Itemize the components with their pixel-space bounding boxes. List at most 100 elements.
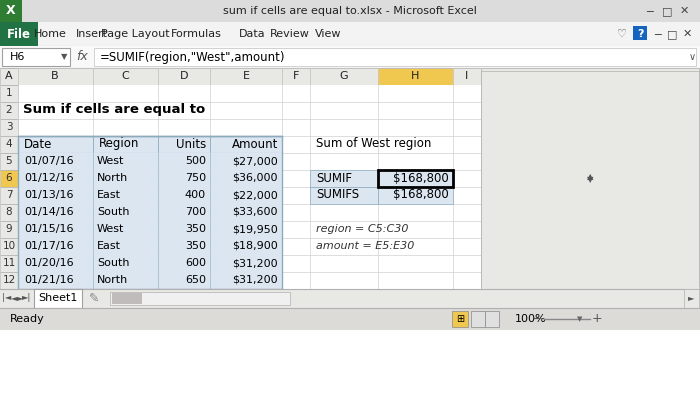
- Text: 400: 400: [185, 190, 206, 200]
- Text: =SUMIF(region,"West",amount): =SUMIF(region,"West",amount): [100, 50, 286, 64]
- Bar: [378, 170, 453, 187]
- Text: $36,000: $36,000: [232, 173, 278, 183]
- Bar: [0, 204, 18, 221]
- Text: 01/07/16: 01/07/16: [24, 156, 74, 166]
- Text: $22,000: $22,000: [232, 190, 278, 200]
- Bar: [453, 68, 481, 85]
- Text: Sum if cells are equal to: Sum if cells are equal to: [23, 104, 205, 116]
- Text: $168,800: $168,800: [393, 188, 449, 202]
- Bar: [112, 293, 142, 304]
- Text: SUMIFS: SUMIFS: [316, 188, 359, 202]
- Text: 350: 350: [185, 241, 206, 251]
- Text: Sheet1: Sheet1: [38, 293, 78, 303]
- Bar: [18, 136, 282, 289]
- Bar: [485, 311, 499, 327]
- Text: Date: Date: [24, 138, 52, 150]
- Text: D: D: [180, 71, 188, 81]
- Text: 600: 600: [185, 258, 206, 268]
- Bar: [310, 187, 378, 204]
- Text: North: North: [97, 275, 128, 285]
- Text: North: North: [97, 173, 128, 183]
- Text: G: G: [340, 71, 349, 81]
- Text: 11: 11: [2, 258, 15, 268]
- Text: Insert: Insert: [76, 29, 108, 39]
- Bar: [18, 85, 481, 289]
- Text: Region: Region: [99, 138, 139, 150]
- Text: I: I: [466, 71, 468, 81]
- Text: fx: fx: [76, 50, 88, 64]
- Text: $31,200: $31,200: [232, 275, 278, 285]
- Bar: [18, 204, 282, 221]
- Bar: [158, 68, 210, 85]
- Text: 01/13/16: 01/13/16: [24, 190, 74, 200]
- Bar: [0, 46, 700, 68]
- Bar: [0, 0, 700, 22]
- Text: West: West: [97, 156, 125, 166]
- Text: B: B: [51, 71, 59, 81]
- Text: □: □: [666, 29, 678, 39]
- Text: 01/14/16: 01/14/16: [24, 207, 74, 217]
- Text: Ready: Ready: [10, 314, 45, 324]
- Text: E: E: [242, 71, 249, 81]
- Text: $31,200: $31,200: [232, 258, 278, 268]
- Bar: [378, 68, 453, 85]
- Text: ✕: ✕: [682, 29, 692, 39]
- Text: Home: Home: [34, 29, 66, 39]
- Text: ▼: ▼: [61, 52, 67, 62]
- Bar: [18, 221, 282, 238]
- Bar: [378, 170, 453, 187]
- Bar: [34, 289, 82, 308]
- Bar: [0, 68, 18, 85]
- Bar: [18, 255, 282, 272]
- Text: South: South: [97, 258, 130, 268]
- Bar: [2, 48, 70, 66]
- Bar: [0, 187, 18, 204]
- Text: Amount: Amount: [232, 138, 278, 150]
- Text: |◄: |◄: [2, 294, 12, 302]
- Text: X: X: [6, 4, 16, 18]
- Text: 350: 350: [185, 224, 206, 234]
- Text: View: View: [315, 29, 342, 39]
- Bar: [0, 68, 700, 85]
- Bar: [378, 187, 453, 204]
- Bar: [94, 48, 696, 66]
- Text: File: File: [7, 28, 31, 40]
- Bar: [18, 170, 282, 187]
- Text: 750: 750: [185, 173, 206, 183]
- Text: ─: ─: [654, 29, 660, 39]
- Text: 2: 2: [6, 105, 13, 115]
- Text: West: West: [97, 224, 125, 234]
- Text: sum if cells are equal to.xlsx - Microsoft Excel: sum if cells are equal to.xlsx - Microso…: [223, 6, 477, 16]
- Text: 700: 700: [185, 207, 206, 217]
- Bar: [0, 289, 700, 308]
- Text: ►: ►: [687, 294, 694, 302]
- Text: $19,950: $19,950: [232, 224, 278, 234]
- Bar: [0, 308, 700, 330]
- Text: East: East: [97, 190, 121, 200]
- Text: F: F: [293, 71, 299, 81]
- Bar: [0, 22, 38, 46]
- Text: South: South: [97, 207, 130, 217]
- Bar: [110, 292, 290, 305]
- Bar: [0, 0, 22, 22]
- Text: 4: 4: [6, 139, 13, 149]
- Bar: [93, 68, 158, 85]
- Text: C: C: [121, 71, 129, 81]
- Bar: [0, 85, 18, 102]
- Bar: [684, 289, 699, 308]
- Bar: [0, 22, 700, 46]
- Text: ♡: ♡: [617, 29, 627, 39]
- Text: ─: ─: [647, 6, 653, 16]
- Text: ►: ►: [17, 294, 23, 302]
- Bar: [0, 153, 18, 170]
- Text: ✕: ✕: [679, 6, 689, 16]
- Text: SUMIF: SUMIF: [316, 172, 352, 184]
- Text: Review: Review: [270, 29, 310, 39]
- Bar: [0, 119, 18, 136]
- Text: A: A: [5, 71, 13, 81]
- Text: $33,600: $33,600: [232, 207, 278, 217]
- Bar: [0, 221, 18, 238]
- Text: 12: 12: [2, 275, 15, 285]
- Text: +: +: [592, 312, 602, 326]
- Bar: [481, 68, 699, 286]
